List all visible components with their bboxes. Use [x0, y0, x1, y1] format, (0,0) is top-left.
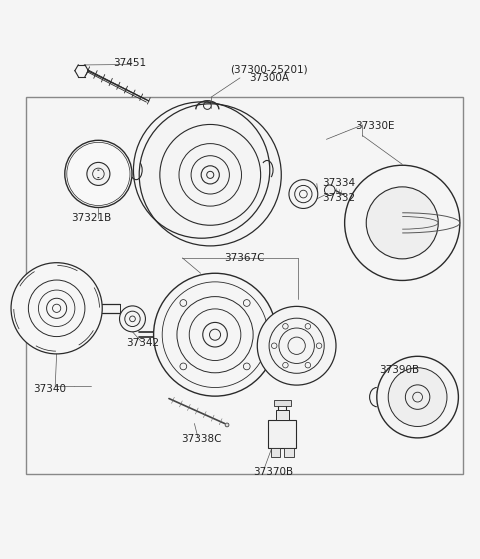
- Bar: [26, 97, 463, 474]
- Circle shape: [11, 263, 102, 354]
- Text: 37330E: 37330E: [355, 121, 395, 131]
- Bar: [268, 420, 296, 448]
- Text: 37370B: 37370B: [253, 467, 294, 477]
- Text: 37342: 37342: [126, 338, 159, 348]
- Circle shape: [345, 165, 460, 281]
- Text: 37338C: 37338C: [181, 434, 222, 444]
- Text: 37390B: 37390B: [379, 364, 420, 375]
- Text: 37334: 37334: [323, 178, 356, 187]
- Bar: [276, 410, 289, 420]
- Circle shape: [377, 356, 458, 438]
- Bar: [271, 448, 280, 457]
- Circle shape: [120, 306, 145, 332]
- Circle shape: [154, 273, 276, 396]
- Circle shape: [388, 368, 447, 427]
- Bar: [284, 448, 294, 457]
- Circle shape: [65, 140, 132, 207]
- Text: 37340: 37340: [34, 384, 67, 394]
- Circle shape: [139, 104, 281, 246]
- Text: 37321B: 37321B: [71, 213, 111, 223]
- Text: 37451: 37451: [113, 58, 146, 68]
- Text: 37332: 37332: [323, 193, 356, 203]
- Circle shape: [366, 187, 438, 259]
- Text: 37367C: 37367C: [225, 253, 265, 263]
- Bar: [274, 400, 291, 406]
- Text: (37300-25201): (37300-25201): [230, 64, 308, 74]
- Circle shape: [289, 179, 318, 209]
- Circle shape: [324, 185, 335, 196]
- Circle shape: [87, 162, 110, 186]
- Circle shape: [225, 423, 229, 427]
- Circle shape: [257, 306, 336, 385]
- Text: 37300A: 37300A: [249, 73, 289, 83]
